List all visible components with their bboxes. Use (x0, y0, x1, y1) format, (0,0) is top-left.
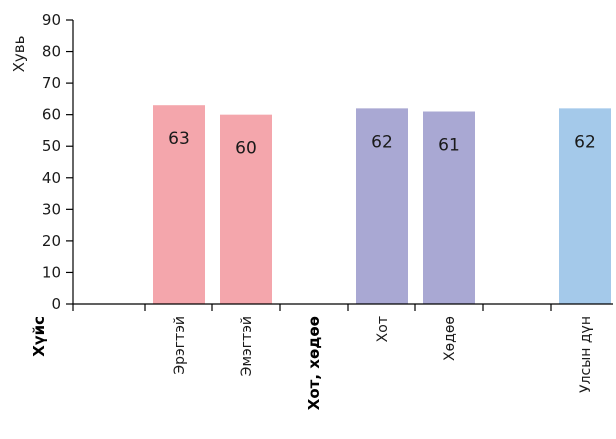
y-tick-label: 80 (42, 43, 61, 61)
category-label: Улсын дүн (578, 316, 594, 393)
y-tick-label: 40 (42, 169, 61, 187)
bar-value-label: 63 (168, 129, 190, 149)
y-tick-label: 0 (51, 295, 61, 313)
bar (559, 108, 611, 304)
y-axis-label: Хувь (10, 36, 28, 73)
category-label: Эмэгтэй (239, 316, 255, 376)
category-label: Хот, хөдөө (305, 316, 323, 410)
category-label: Хүйс (30, 316, 48, 357)
y-tick-label: 90 (42, 11, 61, 29)
category-label: Эрэгтэй (172, 316, 188, 375)
bar (423, 111, 475, 304)
x-axis (72, 303, 613, 311)
bars-group: 63 60 62 61 62 (153, 105, 611, 305)
y-tick-label: 50 (42, 137, 61, 155)
bar (220, 114, 272, 305)
category-label: Хөдөө (442, 316, 458, 361)
bar-value-label: 60 (235, 139, 257, 159)
y-axis: 0 10 20 30 40 50 60 70 80 90 (42, 11, 74, 313)
y-tick-label: 10 (42, 263, 61, 281)
y-tick-label: 60 (42, 106, 61, 124)
y-tick-label: 20 (42, 232, 61, 250)
bar (356, 108, 408, 304)
category-labels: Хүйс Эрэгтэй Эмэгтэй Хот, хөдөө Хот Хөдөө Улсы… (30, 316, 594, 410)
bar-value-label: 62 (574, 132, 596, 152)
category-label: Хот (375, 316, 391, 342)
bar-value-label: 62 (371, 132, 393, 152)
y-tick-label: 70 (42, 74, 61, 92)
bar-value-label: 61 (438, 136, 460, 156)
bar (153, 105, 205, 304)
y-tick-label: 30 (42, 200, 61, 218)
